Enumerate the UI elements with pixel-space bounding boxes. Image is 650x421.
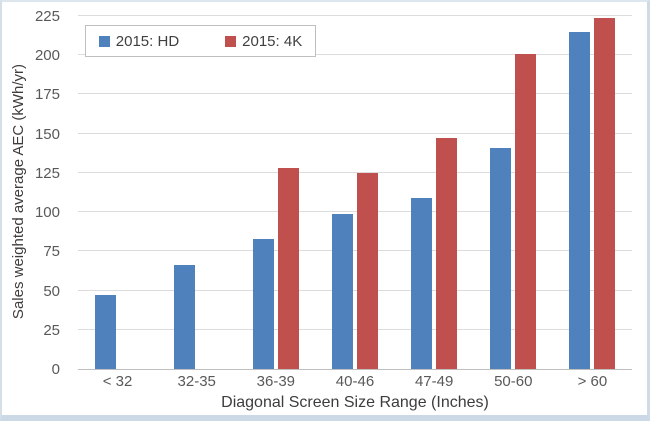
y-tick-label-150: 150 [34,125,60,143]
y-tick-label-0: 0 [51,361,60,378]
legend-swatch-hd-icon [98,35,110,47]
bar-group-32-35 [157,17,236,369]
bar-2015-4k-40-46 [356,172,378,369]
gridline-100 [78,211,632,213]
x-axis-category-labels: < 32 32-35 36-39 40-46 47-49 50-60 > 60 [78,373,632,390]
legend-swatch-4k-icon [225,35,237,47]
legend-item-2015-4k: 2015: 4K [225,33,302,50]
bar-2015-hd-<32 [94,295,116,369]
gridline-50 [78,289,632,291]
bar-group-36-39 [236,17,315,369]
y-tick-label-175: 175 [34,86,60,104]
y-tick-label-50: 50 [43,282,60,300]
bar-2015-hd-47-49 [411,198,433,369]
bar-group-<32 [78,17,157,369]
legend: 2015: HD 2015: 4K [85,25,316,57]
gridline-75 [78,250,632,252]
bar-group-47-49 [395,17,474,369]
legend-label-2015-4k: 2015: 4K [242,32,303,50]
bar-2015-4k->60 [594,17,616,369]
bar-2015-hd-36-39 [252,238,274,369]
x-category-label-40-46: 40-46 [335,373,375,390]
bar-2015-hd->60 [569,31,591,369]
gridline-25 [78,328,632,330]
y-tick-label-25: 25 [43,321,60,339]
bar-series [78,17,632,369]
bar-2015-hd-40-46 [331,213,353,369]
x-category-label-<32: < 32 [102,373,133,390]
bar-2015-4k-50-60 [515,53,537,369]
legend-label-2015-hd: 2015: HD [115,32,180,50]
y-tick-label-100: 100 [34,204,60,222]
gridline-150 [78,132,632,134]
y-tick-label-75: 75 [43,243,60,261]
bar-2015-4k-36-39 [277,168,299,369]
x-axis-title: Diagonal Screen Size Range (Inches) [221,394,489,411]
x-category-label-32-35: 32-35 [177,373,216,390]
y-axis-tick-labels: 0 25 50 75 100 125 150 175 200 225 [18,2,60,415]
bar-2015-hd-32-35 [173,265,195,369]
y-tick-label-125: 125 [34,164,60,182]
y-tick-label-225: 225 [34,8,60,25]
plot-area: 2015: HD 2015: 4K [78,15,632,370]
x-category-label-47-49: 47-49 [414,373,454,390]
gridline-125 [78,171,632,173]
bar-group-40-46 [315,17,394,369]
bar-group->60 [553,17,632,369]
y-tick-label-200: 200 [34,47,60,65]
x-category-label-36-39: 36-39 [256,373,296,390]
x-category-label->60: > 60 [577,373,608,390]
bar-2015-4k-47-49 [436,138,458,369]
gridline-225 [78,15,632,16]
legend-item-2015-hd: 2015: HD [98,32,180,50]
bar-2015-hd-50-60 [490,147,512,369]
bar-group-50-60 [474,17,553,369]
gridline-200 [78,54,632,56]
x-category-label-50-60: 50-60 [494,373,533,390]
gridline-175 [78,93,632,95]
